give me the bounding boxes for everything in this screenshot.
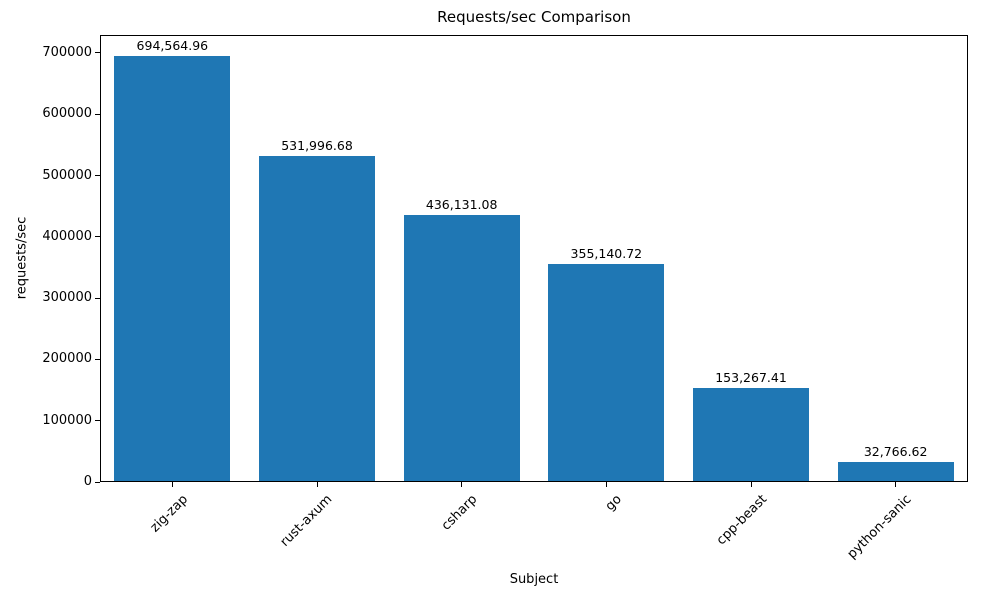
y-tick-label: 500000 <box>42 167 92 183</box>
y-tick-label: 100000 <box>42 412 92 428</box>
y-tick-label: 0 <box>83 474 92 489</box>
x-tick <box>316 482 318 487</box>
x-tick-label: zig-zap <box>147 492 191 536</box>
y-tick <box>95 297 100 299</box>
bar-value-label: 153,267.41 <box>715 370 787 386</box>
x-tick-label: rust-axum <box>277 492 336 550</box>
bar <box>403 214 520 481</box>
bar <box>837 461 954 481</box>
bar <box>114 56 231 481</box>
x-tick-label: cpp-beast <box>713 492 770 549</box>
y-tick-label: 300000 <box>42 290 92 306</box>
bar <box>693 388 809 481</box>
bar-value-label: 694,564.96 <box>136 38 209 54</box>
chart-title: Requests/sec Comparison <box>437 8 631 26</box>
x-tick <box>461 482 463 487</box>
y-tick <box>95 420 100 422</box>
y-tick <box>95 52 100 54</box>
y-tick-label: 400000 <box>42 228 92 244</box>
y-tick <box>95 481 100 483</box>
y-tick <box>95 358 100 360</box>
x-tick-label: python-sanic <box>844 492 915 562</box>
bar-value-label: 355,140.72 <box>570 246 643 262</box>
x-tick-label: go <box>602 492 625 515</box>
bar <box>259 155 375 481</box>
y-tick-label: 600000 <box>42 106 92 122</box>
y-tick-label: 200000 <box>42 351 92 367</box>
bar-value-label: 436,131.08 <box>425 196 498 212</box>
bar-value-label: 32,766.62 <box>863 443 928 459</box>
x-tick <box>171 482 173 487</box>
y-tick <box>95 175 100 177</box>
x-tick <box>605 482 607 487</box>
y-tick <box>95 113 100 115</box>
x-tick <box>895 482 897 487</box>
x-tick-label: csharp <box>438 492 481 534</box>
plot-area <box>100 35 968 482</box>
x-axis-label: Subject <box>509 572 559 587</box>
y-tick <box>95 236 100 238</box>
bar <box>548 264 665 481</box>
y-tick-label: 700000 <box>42 44 92 60</box>
bar-value-label: 531,996.68 <box>281 137 353 153</box>
x-tick <box>750 482 752 487</box>
